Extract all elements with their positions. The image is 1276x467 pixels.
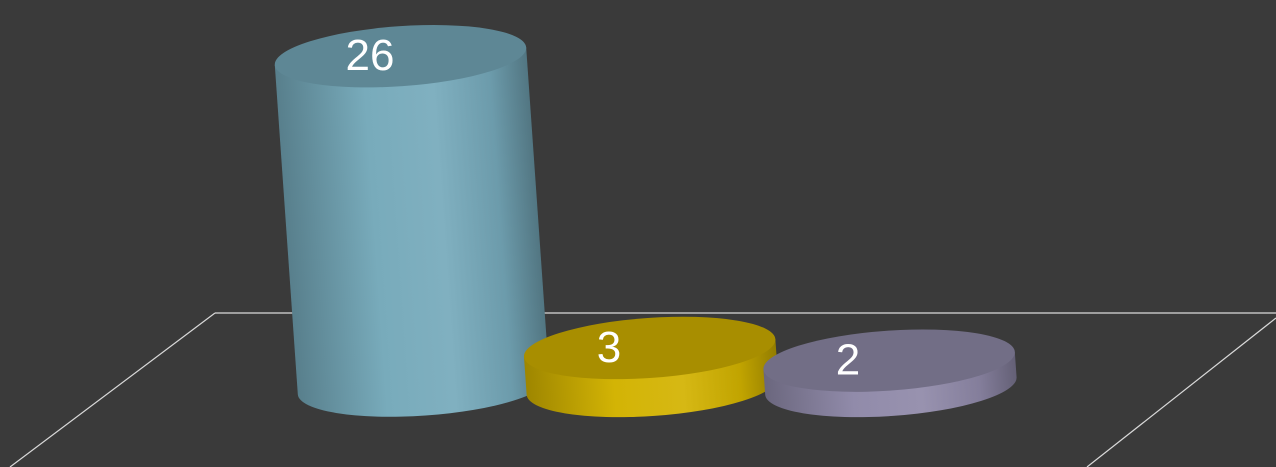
floor-left-edge — [9, 312, 216, 467]
bars-group — [274, 25, 1017, 418]
cylinder-top-2 — [523, 316, 776, 380]
data-labels-group: 26 3 2 — [346, 31, 861, 385]
cylinder-bar-3 — [763, 329, 1017, 418]
cylinder-side-1 — [274, 47, 550, 417]
data-label-2: 3 — [597, 323, 621, 372]
floor-right-edge — [1086, 317, 1276, 467]
cylinder-top-3 — [763, 329, 1015, 392]
cylinder-top-1 — [274, 25, 527, 88]
cylinder-bar-2 — [523, 316, 779, 418]
cylinder-bar-1 — [274, 25, 550, 417]
data-label-1: 26 — [346, 31, 395, 80]
data-label-3: 2 — [836, 336, 860, 385]
